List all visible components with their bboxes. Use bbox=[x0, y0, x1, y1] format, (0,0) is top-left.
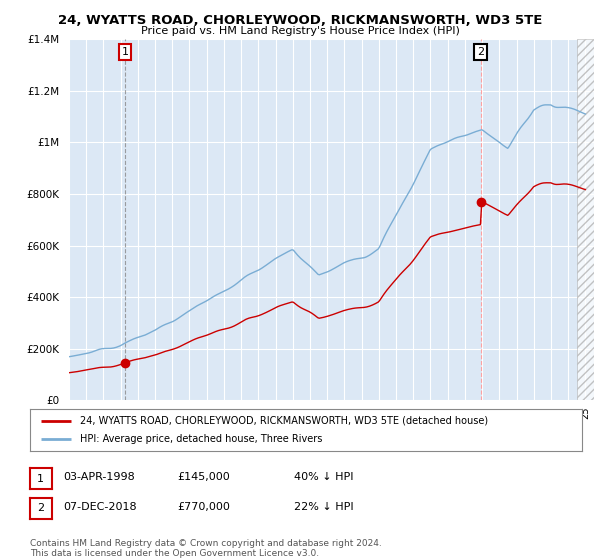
Text: 1: 1 bbox=[37, 474, 44, 484]
Text: 22% ↓ HPI: 22% ↓ HPI bbox=[294, 502, 353, 512]
Text: 40% ↓ HPI: 40% ↓ HPI bbox=[294, 472, 353, 482]
Text: 07-DEC-2018: 07-DEC-2018 bbox=[63, 502, 137, 512]
Text: £770,000: £770,000 bbox=[177, 502, 230, 512]
Text: 03-APR-1998: 03-APR-1998 bbox=[63, 472, 135, 482]
Text: HPI: Average price, detached house, Three Rivers: HPI: Average price, detached house, Thre… bbox=[80, 434, 322, 444]
Text: £145,000: £145,000 bbox=[177, 472, 230, 482]
Text: 2: 2 bbox=[477, 47, 484, 57]
Text: Price paid vs. HM Land Registry's House Price Index (HPI): Price paid vs. HM Land Registry's House … bbox=[140, 26, 460, 36]
Bar bbox=[577, 39, 594, 400]
Text: 24, WYATTS ROAD, CHORLEYWOOD, RICKMANSWORTH, WD3 5TE (detached house): 24, WYATTS ROAD, CHORLEYWOOD, RICKMANSWO… bbox=[80, 416, 488, 426]
Text: 2: 2 bbox=[37, 503, 44, 514]
Text: 1: 1 bbox=[121, 47, 128, 57]
Text: Contains HM Land Registry data © Crown copyright and database right 2024.
This d: Contains HM Land Registry data © Crown c… bbox=[30, 539, 382, 558]
Text: 24, WYATTS ROAD, CHORLEYWOOD, RICKMANSWORTH, WD3 5TE: 24, WYATTS ROAD, CHORLEYWOOD, RICKMANSWO… bbox=[58, 14, 542, 27]
